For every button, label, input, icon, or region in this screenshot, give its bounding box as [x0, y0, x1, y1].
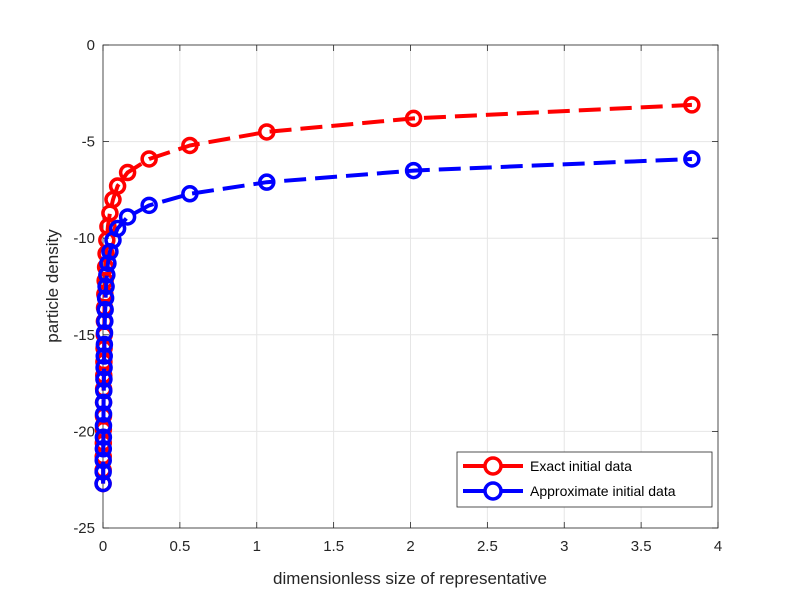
y-tick-label: -10: [73, 230, 95, 247]
data-point-approx: [108, 219, 127, 238]
x-tick-label: 2.5: [477, 538, 498, 555]
data-point-approx: [404, 161, 423, 180]
legend: Exact initial data Approximate initial d…: [456, 451, 713, 508]
data-point-approx: [96, 300, 114, 319]
data-point-exact: [257, 123, 276, 141]
series-line-approx: [101, 157, 692, 484]
data-point-approx: [96, 289, 115, 307]
data-point-approx: [94, 440, 113, 458]
data-point-approx: [95, 335, 114, 354]
data-point-approx: [94, 463, 112, 481]
data-point-approx: [97, 277, 115, 296]
y-tick-label: -5: [82, 134, 95, 151]
data-point-approx: [95, 347, 113, 365]
x-tick-label: 3: [560, 538, 568, 555]
y-tick-label: 0: [87, 37, 95, 54]
axis-ticks: 0 0.5 1 1.5 2 2.5 3 3.5 4 0 -5 -10 -15 -20 -25: [73, 37, 722, 555]
data-point-approx: [118, 208, 137, 226]
data-point-exact: [118, 163, 137, 182]
data-point-exact: [140, 150, 158, 168]
x-tick-label: 3.5: [631, 538, 652, 555]
y-axis-title: particle density: [43, 229, 62, 343]
data-point-approx: [98, 266, 116, 284]
data-point-approx: [96, 312, 114, 331]
data-point-exact: [181, 136, 199, 155]
data-point-approx: [140, 196, 158, 215]
data-point-approx: [94, 405, 113, 423]
x-tick-label: 2: [406, 538, 414, 555]
x-tick-label: 4: [714, 538, 722, 555]
data-point-approx: [94, 474, 112, 493]
x-axis-title: dimensionless size of representative: [273, 569, 547, 588]
data-point-approx: [683, 150, 701, 168]
data-point-approx: [95, 382, 113, 400]
data-point-approx: [257, 173, 276, 191]
x-tick-label: 1: [253, 538, 261, 555]
data-point-exact: [683, 96, 701, 114]
data-point-exact: [404, 109, 423, 128]
data-point-approx: [99, 254, 117, 273]
data-point-approx: [95, 370, 113, 388]
data-point-approx: [181, 185, 199, 203]
data-point-exact: [108, 177, 127, 195]
y-tick-label: -15: [73, 327, 95, 344]
series-layer: [94, 96, 701, 493]
data-point-approx: [94, 428, 113, 446]
data-point-approx: [95, 358, 113, 377]
legend-marker-exact: [483, 456, 503, 476]
data-point-approx: [94, 451, 112, 470]
data-point-approx: [94, 393, 113, 412]
x-tick-label: 0.5: [169, 538, 190, 555]
legend-label-approx: Approximate initial data: [530, 483, 676, 499]
legend-marker-approx: [483, 481, 503, 501]
y-tick-label: -25: [73, 520, 95, 537]
x-tick-label: 0: [99, 538, 107, 555]
x-tick-label: 1.5: [323, 538, 344, 555]
grid-lines: [102, 44, 719, 529]
y-tick-label: -20: [73, 423, 95, 440]
data-point-approx: [94, 416, 113, 435]
data-point-approx: [95, 324, 114, 342]
legend-label-exact: Exact initial data: [530, 458, 632, 474]
